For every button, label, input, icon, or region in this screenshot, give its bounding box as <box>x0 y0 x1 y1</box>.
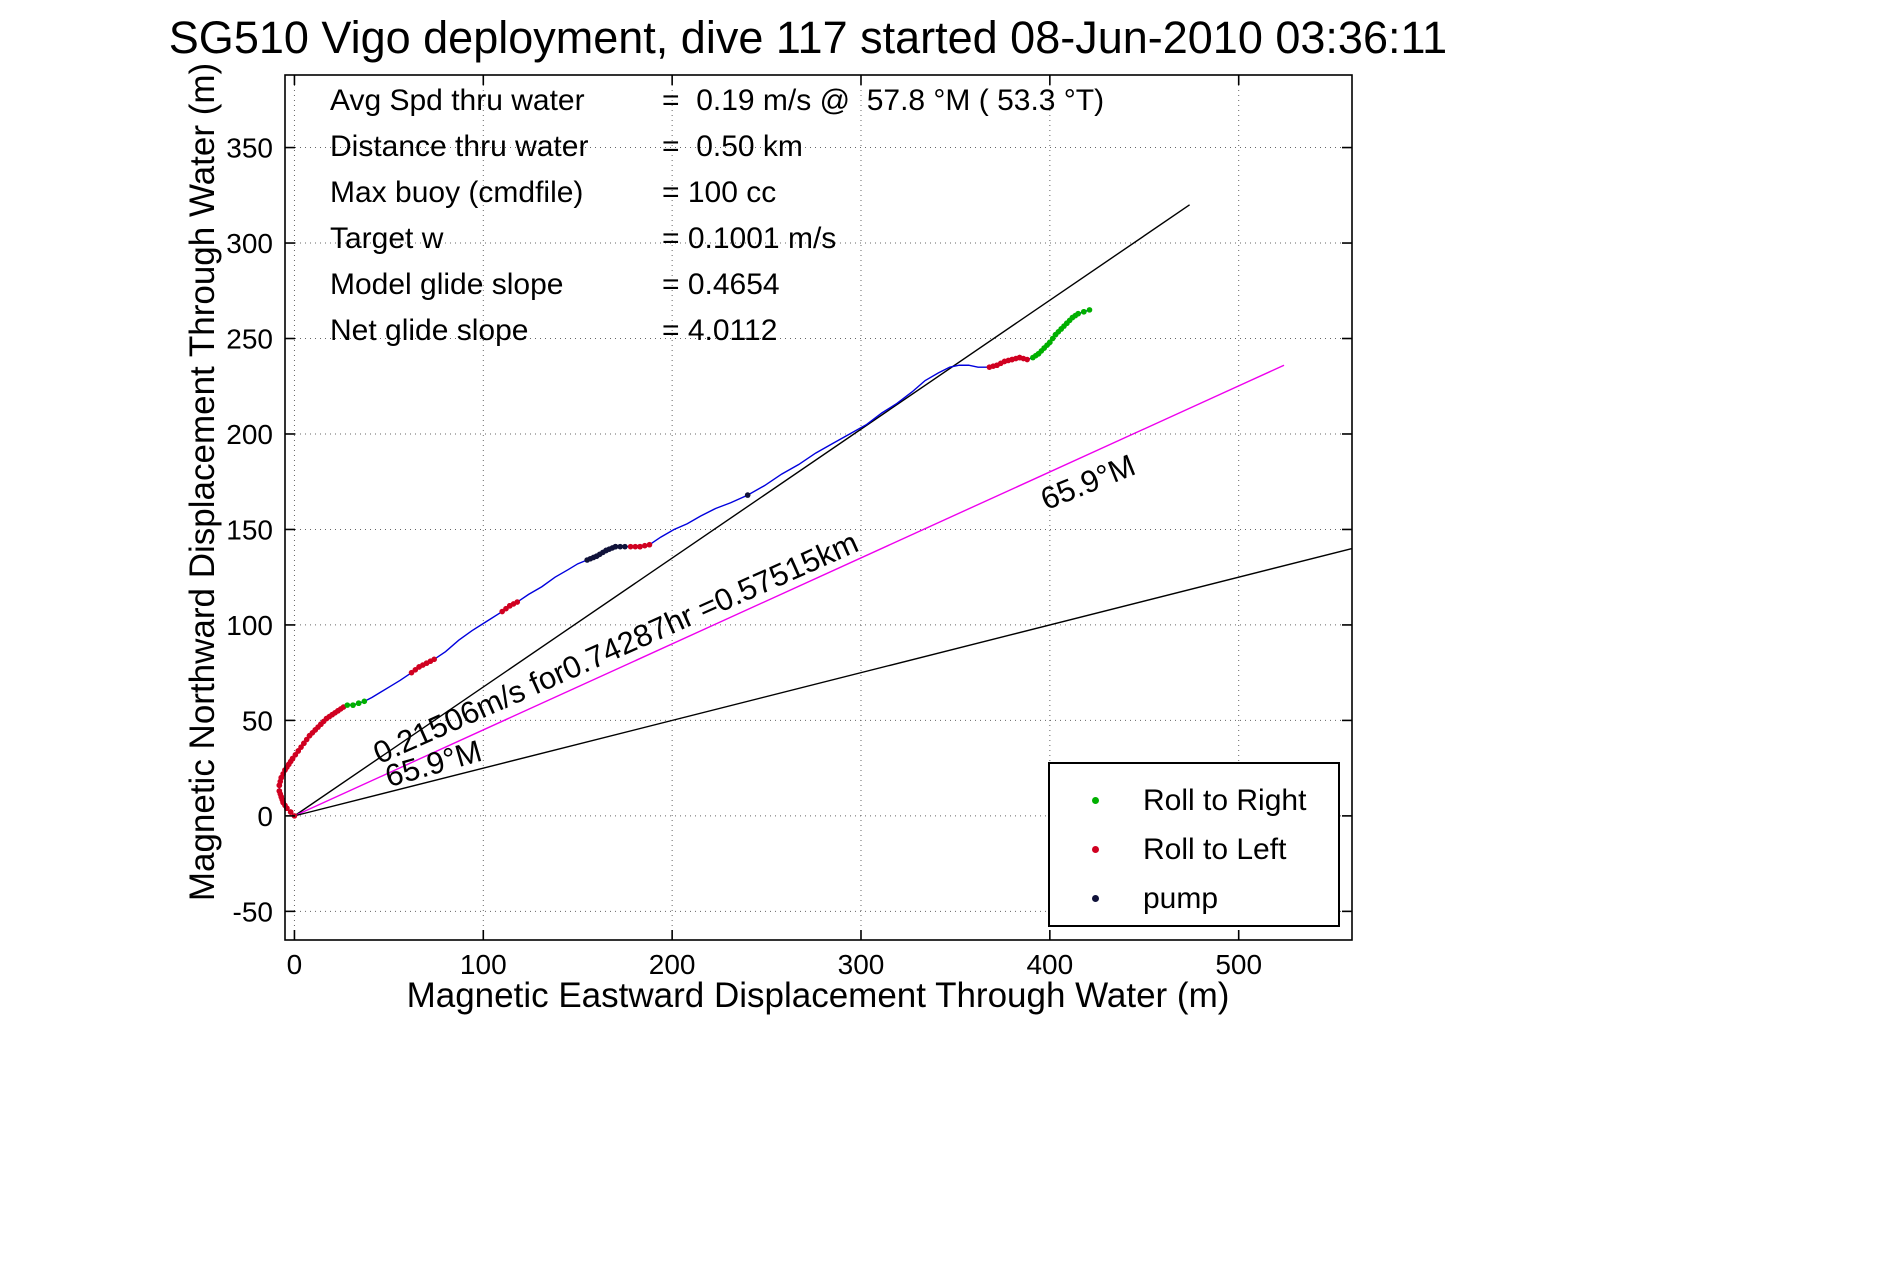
stat-label: Distance thru water <box>330 130 589 163</box>
x-tick-label: 100 <box>460 949 507 980</box>
marker-roll-left <box>276 788 283 794</box>
marker-roll-left <box>298 744 304 750</box>
marker-roll-left <box>514 599 521 605</box>
marker-pump <box>612 543 619 550</box>
marker-roll-right <box>1049 335 1056 342</box>
legend-marker-icon <box>1092 797 1099 804</box>
stat-value: = 0.4654 <box>662 268 780 301</box>
stat-label: Max buoy (cmdfile) <box>330 176 584 209</box>
legend-label: Roll to Left <box>1143 832 1287 866</box>
marker-roll-left <box>303 736 310 743</box>
annotation: 65.9°M <box>1036 447 1140 516</box>
marker-roll-left <box>289 755 296 762</box>
y-tick-label: 100 <box>226 610 273 641</box>
y-tick-label: -50 <box>233 896 273 927</box>
marker-roll-right <box>1075 310 1081 317</box>
y-tick-label: 0 <box>257 801 273 832</box>
marker-roll-left <box>637 543 643 550</box>
y-tick-label: 300 <box>226 228 273 259</box>
marker-pump <box>622 543 628 550</box>
x-tick-label: 300 <box>838 949 885 980</box>
x-axis-label: Magnetic Eastward Displacement Through W… <box>406 976 1230 1015</box>
y-tick-label: 150 <box>226 514 273 545</box>
y-tick-label: 250 <box>226 324 273 355</box>
y-tick-label: 200 <box>226 419 273 450</box>
y-tick-label: 350 <box>226 133 273 164</box>
legend-item: pump <box>1050 874 1338 923</box>
course-made-good-line <box>294 364 1285 817</box>
marker-pump <box>744 492 751 498</box>
marker-roll-left <box>292 751 299 758</box>
marker-roll-left <box>301 740 307 747</box>
legend-box: Roll to Right Roll to Left pump <box>1048 762 1340 927</box>
bearing-line-lower <box>294 547 1353 817</box>
x-tick-label: 200 <box>649 949 696 980</box>
stat-row: Target w = 0.1001 m/s <box>330 216 1104 262</box>
legend-label: Roll to Right <box>1143 783 1307 817</box>
y-axis-label: Magnetic Northward Displacement Through … <box>183 62 222 902</box>
stat-row: Net glide slope = 4.0112 <box>330 308 1104 354</box>
marker-roll-left <box>295 748 302 754</box>
stat-label: Avg Spd thru water <box>330 84 585 117</box>
stat-label: Net glide slope <box>330 314 529 347</box>
marker-roll-left <box>1024 356 1030 363</box>
marker-roll-right <box>1081 308 1087 315</box>
legend-item: Roll to Left <box>1050 825 1338 874</box>
bearing-line-upper <box>294 204 1190 817</box>
marker-roll-right <box>350 702 356 708</box>
marker-roll-right <box>344 702 351 708</box>
marker-roll-left <box>287 809 294 815</box>
stat-value: = 0.19 m/s @ 57.8 °M ( 53.3 °T) <box>662 84 1105 117</box>
x-tick-label: 500 <box>1215 949 1262 980</box>
x-tick-label: 0 <box>287 949 303 980</box>
stat-value: = 0.50 km <box>662 130 803 163</box>
marker-roll-left <box>646 541 653 548</box>
stat-value: = 4.0112 <box>662 314 778 347</box>
x-tick-label: 400 <box>1026 949 1073 980</box>
marker-roll-right <box>361 698 368 705</box>
stat-value: = 100 cc <box>662 176 777 209</box>
stat-label: Model glide slope <box>330 268 564 301</box>
chart-title: SG510 Vigo deployment, dive 117 started … <box>168 12 1448 63</box>
legend-label: pump <box>1143 881 1219 915</box>
stat-row: Max buoy (cmdfile) = 100 cc <box>330 170 1104 216</box>
marker-roll-left <box>632 543 639 550</box>
marker-roll-right <box>1086 307 1093 313</box>
y-tick-label: 50 <box>242 705 273 736</box>
stat-label: Target w <box>330 222 444 255</box>
legend-marker-icon <box>1092 895 1099 902</box>
stat-value: = 0.1001 m/s <box>662 222 837 255</box>
legend-marker-icon <box>1092 846 1099 853</box>
marker-roll-left <box>431 656 437 663</box>
marker-pump <box>617 543 624 550</box>
stat-row: Distance thru water = 0.50 km <box>330 124 1104 170</box>
legend-item: Roll to Right <box>1050 776 1338 825</box>
marker-roll-right <box>355 700 362 707</box>
stats-block: Avg Spd thru water = 0.19 m/s @ 57.8 °M (… <box>330 78 1104 354</box>
marker-roll-left <box>627 543 634 550</box>
marker-roll-left <box>641 542 648 549</box>
marker-roll-right <box>1047 339 1053 346</box>
axes-box <box>284 74 1353 941</box>
annotation: 0.21506m/s for0.74287hr =0.57515km <box>368 525 863 771</box>
stat-row: Avg Spd thru water = 0.19 m/s @ 57.8 °M (… <box>330 78 1104 124</box>
stat-row: Model glide slope = 0.4654 <box>330 262 1104 308</box>
